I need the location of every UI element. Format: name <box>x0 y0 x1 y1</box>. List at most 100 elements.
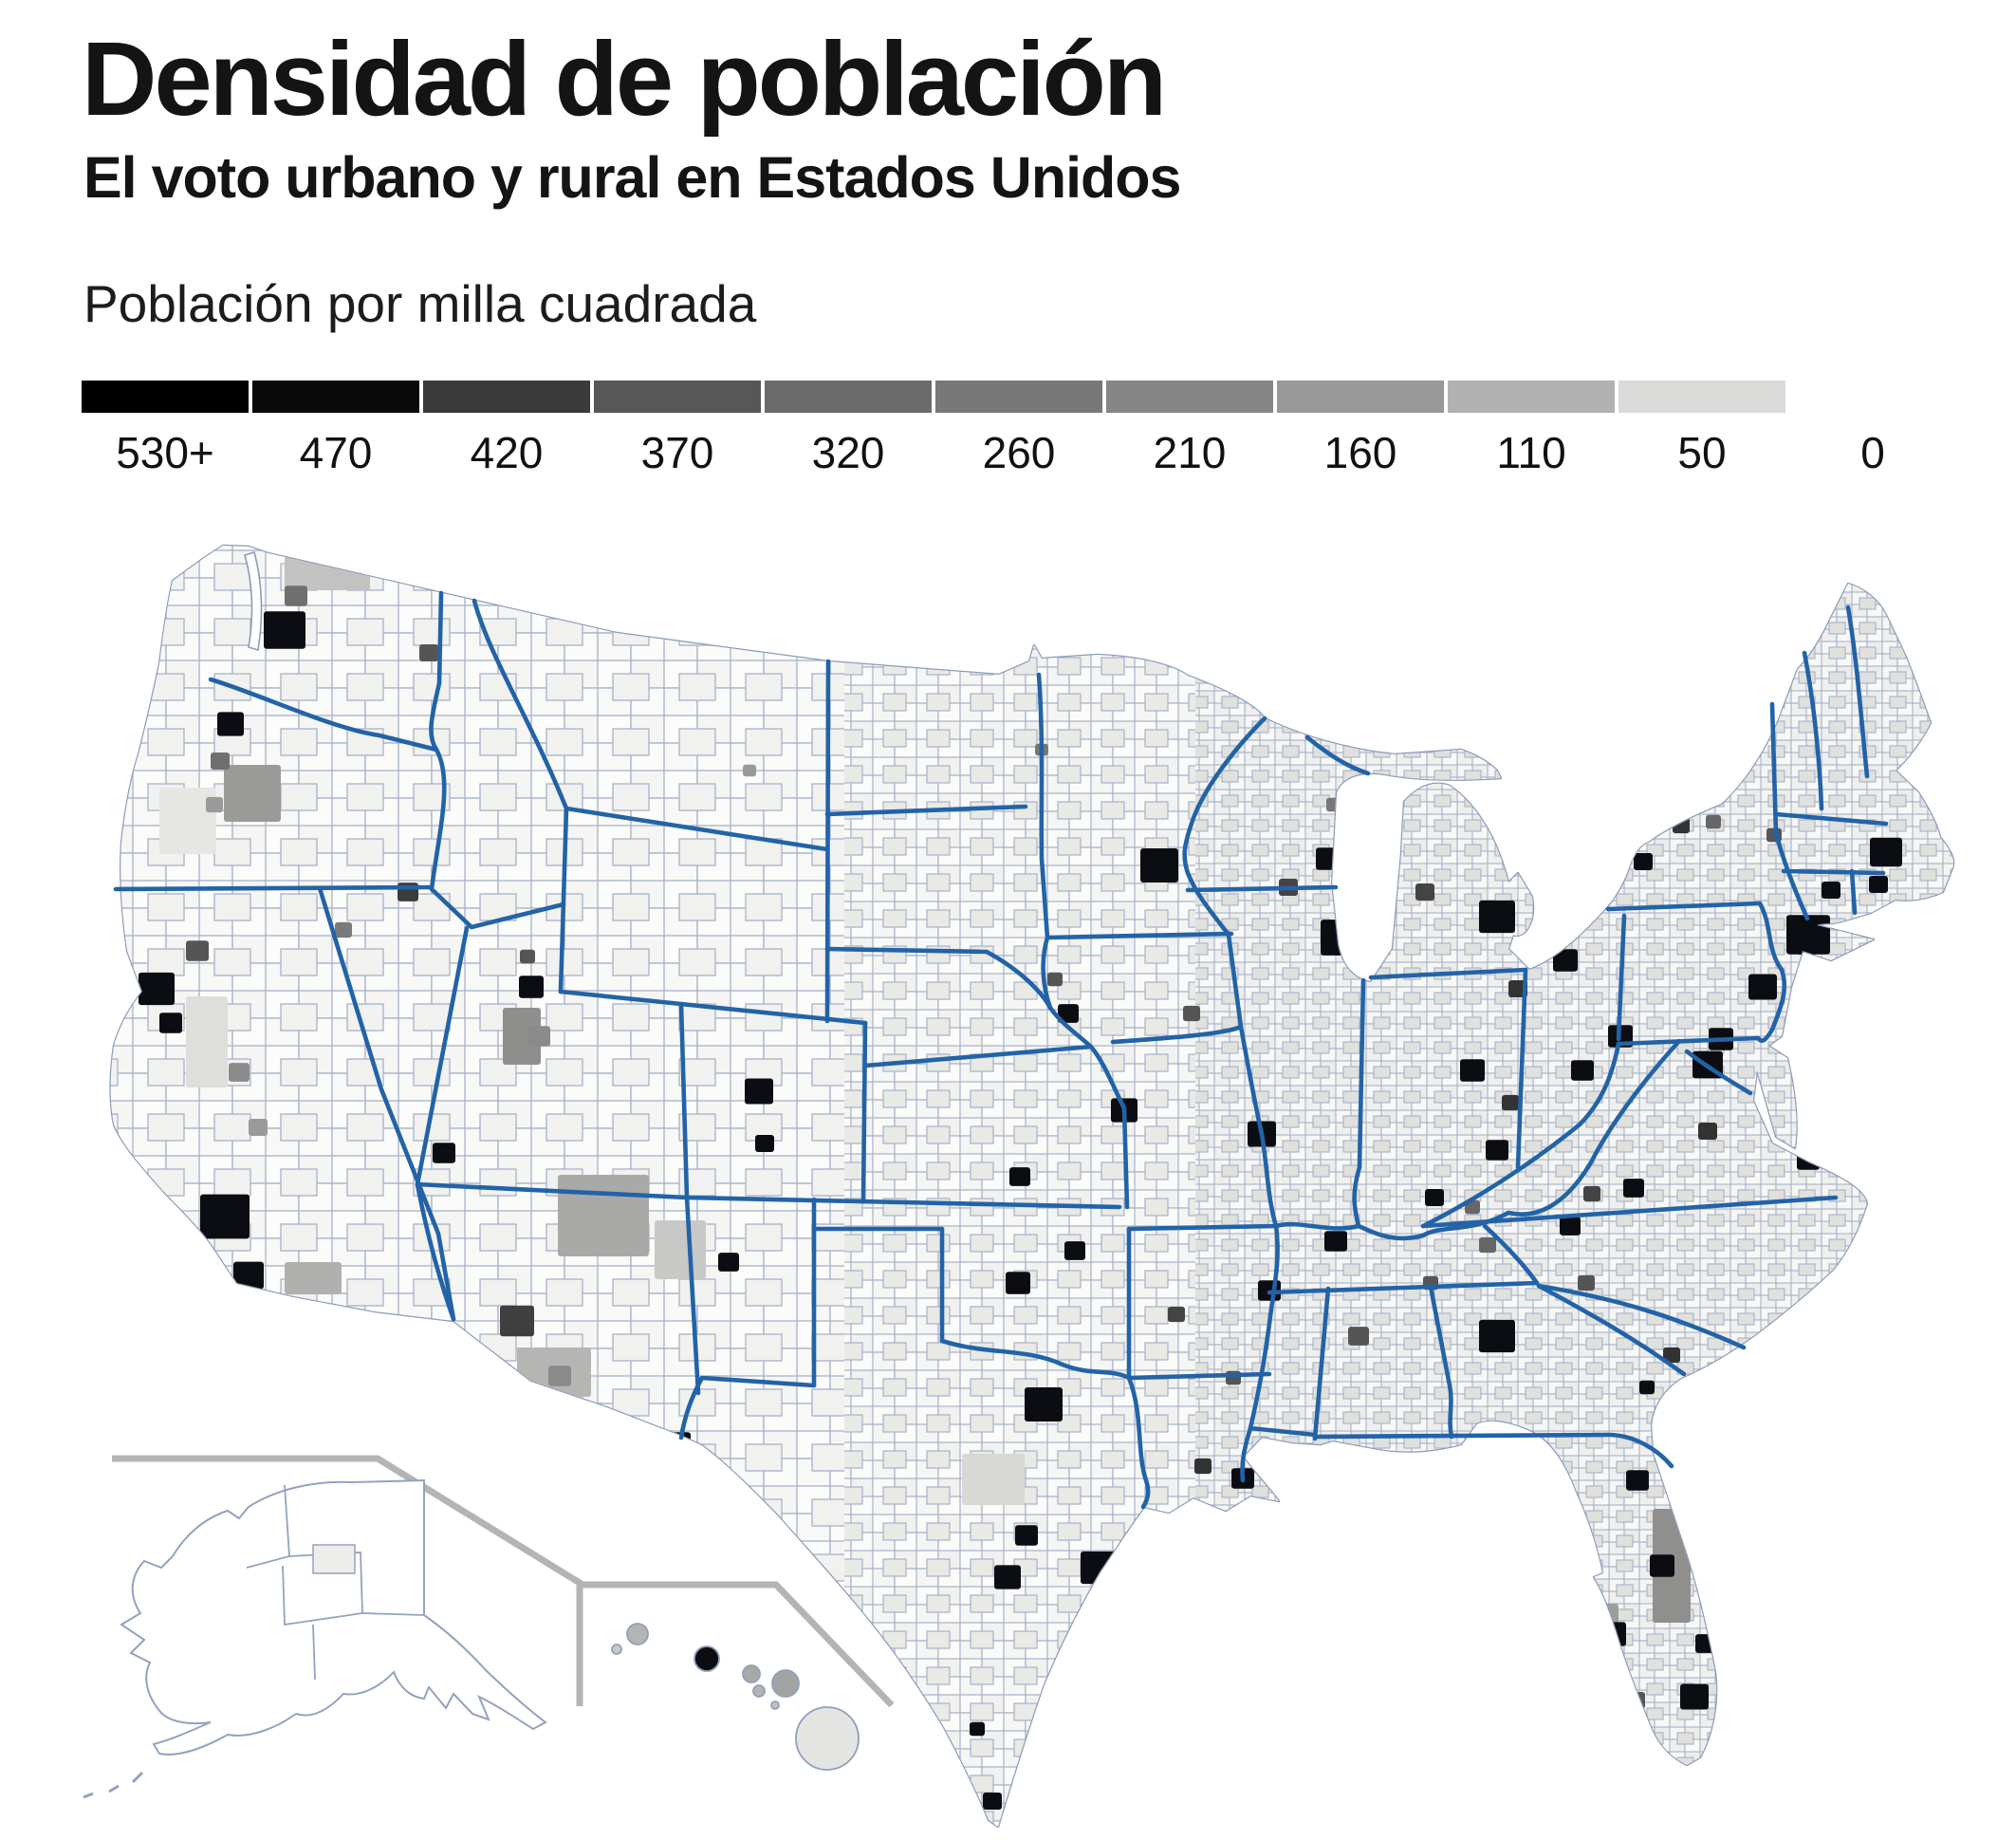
metro-provo <box>527 1026 550 1047</box>
hawaii-inset <box>611 1623 860 1771</box>
metro-columbus <box>1571 1060 1594 1081</box>
metro-little-rock <box>1168 1306 1185 1323</box>
metro-corpus-christi <box>1045 1688 1062 1705</box>
page-subtitle: El voto urbano y rural en Estados Unidos <box>83 145 1181 210</box>
metro-wichita <box>1009 1167 1030 1186</box>
metro-spokane <box>419 644 438 661</box>
legend-tick-0: 0 <box>1860 428 1885 477</box>
hawaii-inset-border <box>583 1581 895 1708</box>
density-patch-6 <box>224 765 281 822</box>
metro-birmingham <box>1348 1327 1369 1346</box>
island-maui <box>771 1669 800 1698</box>
metro-orlando <box>1650 1554 1674 1577</box>
legend-swatch-470 <box>252 381 419 413</box>
metro-las-vegas <box>433 1143 455 1163</box>
metro-jacksonville <box>1626 1470 1649 1491</box>
metro-seattle <box>264 611 305 649</box>
metro-providence <box>1869 876 1888 893</box>
metro-grand-rapids <box>1415 883 1434 901</box>
metro-salt-lake-city <box>519 976 544 998</box>
metro-portland <box>217 712 244 736</box>
legend-swatch-50 <box>1618 381 1785 413</box>
metro-los-angeles <box>200 1194 250 1239</box>
metro-mcallen <box>983 1793 1002 1810</box>
metro-raleigh <box>1623 1179 1644 1198</box>
legend-tick-50: 50 <box>1677 428 1727 477</box>
metro-west-palm-beach <box>1695 1634 1716 1653</box>
metro-boston <box>1870 837 1902 867</box>
legend-swatch-0 <box>1789 381 1956 413</box>
metro-des-moines <box>1183 1005 1200 1022</box>
density-patch-3 <box>285 1262 342 1294</box>
legend-tick-530+: 530+ <box>116 428 214 477</box>
island-niihau <box>611 1644 622 1655</box>
metro-cincinnati <box>1486 1140 1508 1161</box>
metro-billings <box>743 764 756 777</box>
island-kahoolawe <box>770 1701 780 1710</box>
alaska-fairbanks-area <box>312 1544 356 1574</box>
inset-dividers <box>112 1455 895 1708</box>
legend-tick-420: 420 <box>470 428 544 477</box>
metro-eugene <box>206 796 223 813</box>
metro-tucson <box>548 1366 571 1386</box>
metro-denver <box>745 1078 773 1105</box>
metro-chicago <box>1321 920 1360 956</box>
metro-dayton <box>1502 1094 1519 1111</box>
metro-charleston-sc <box>1663 1347 1680 1364</box>
metro-miami <box>1680 1683 1709 1710</box>
density-patch-1 <box>655 1220 706 1279</box>
metro-san-diego <box>233 1261 264 1290</box>
metro-san-jose <box>159 1013 182 1033</box>
island-hawaii-island <box>795 1706 860 1771</box>
metro-hartford <box>1822 882 1840 899</box>
metro-ogden <box>520 949 535 964</box>
legend-swatch-110 <box>1448 381 1615 413</box>
metro-dallas-fort-worth <box>1025 1387 1063 1422</box>
alaska-borough-lines <box>246 1484 425 1681</box>
metro-baton-rouge <box>1194 1458 1211 1475</box>
metro-reno <box>335 921 352 939</box>
metro-brownsville <box>1009 1801 1025 1816</box>
legend-tick-260: 260 <box>982 428 1056 477</box>
page-title: Densidad de población <box>82 21 1167 138</box>
metro-norfolk <box>1797 1149 1820 1170</box>
metro-philadelphia <box>1748 974 1777 1000</box>
metro-bakersfield <box>249 1119 268 1136</box>
mainland-land <box>109 544 1955 1829</box>
county-texture-east <box>1195 546 1954 1827</box>
metro-atlanta <box>1479 1319 1515 1353</box>
metro-milwaukee <box>1316 847 1341 870</box>
metro-minneapolis <box>1140 848 1178 883</box>
legend-tick-320: 320 <box>811 428 885 477</box>
county-texture-central <box>844 546 1195 1827</box>
island-lanai <box>752 1684 766 1698</box>
metro-green-bay <box>1326 797 1341 812</box>
metro-everett <box>285 585 307 606</box>
puget-sound <box>244 551 263 652</box>
metro-oklahoma-city <box>1006 1272 1030 1294</box>
metro-indianapolis <box>1460 1059 1485 1082</box>
metro-omaha <box>1058 1004 1079 1023</box>
island-molokai <box>742 1664 761 1683</box>
metro-new-york <box>1786 915 1830 955</box>
metro-colorado-springs <box>755 1135 774 1152</box>
island-oahu <box>694 1645 720 1672</box>
state-borders <box>113 590 1889 1510</box>
legend-label: Población por milla cuadrada <box>83 274 757 333</box>
metro-tulsa <box>1064 1241 1085 1260</box>
legend-tick-210: 210 <box>1153 428 1227 477</box>
metro-knoxville <box>1479 1236 1496 1254</box>
metro-columbia-sc <box>1578 1274 1595 1292</box>
alaska-inset <box>83 1478 547 1799</box>
metro-sioux-falls <box>1047 972 1063 987</box>
legend-swatch-260 <box>935 381 1102 413</box>
island-kauai <box>626 1623 649 1645</box>
legend-swatch-210 <box>1106 381 1273 413</box>
density-patch-5 <box>159 788 216 854</box>
metro-san-francisco <box>139 972 175 1006</box>
metro-phoenix <box>500 1305 534 1337</box>
metro-cleveland <box>1553 949 1578 972</box>
density-patch-4 <box>186 996 228 1087</box>
